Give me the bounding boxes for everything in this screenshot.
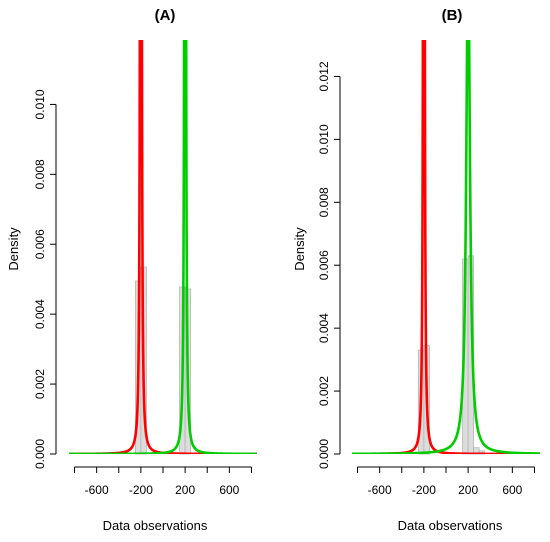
x-tick-label: 200 (175, 483, 195, 497)
y-tick-label: 0.000 (317, 439, 331, 469)
density-curve (352, 40, 540, 454)
y-tick-label: 0.012 (317, 61, 331, 91)
x-tick-label: -600 (85, 483, 109, 497)
x-tick-label: -600 (368, 483, 392, 497)
y-tick-label: 0.006 (33, 229, 47, 259)
y-tick-label: 0.004 (33, 299, 47, 329)
x-axis-label: Data observations (103, 518, 208, 533)
density-curve (69, 40, 257, 454)
panel-b: -600 -200 200 600 0.000 0.002 0.004 0.006 0.008 0… (292, 7, 540, 533)
y-tick-label: 0.010 (33, 89, 47, 119)
x-tick-label: 200 (458, 483, 478, 497)
y-tick-label: 0.006 (317, 250, 331, 280)
chart-title: (A) (155, 7, 176, 24)
chart-title: (B) (442, 7, 463, 24)
x-tick-label: -200 (129, 483, 153, 497)
y-tick-label: 0.000 (33, 439, 47, 469)
y-tick-label: 0.002 (317, 376, 331, 406)
y-axis-label: Density (6, 227, 21, 271)
panel-a: -600 -200 200 600 0.000 0.002 0.004 0.006 0.008 0… (6, 7, 257, 533)
density-curve (352, 40, 540, 454)
x-tick-label: 600 (502, 483, 522, 497)
y-tick-label: 0.002 (33, 369, 47, 399)
x-axis-label: Data observations (398, 518, 503, 533)
y-tick-label: 0.008 (33, 159, 47, 189)
y-axis-label: Density (292, 227, 307, 271)
x-tick-label: -200 (412, 483, 436, 497)
y-tick-label: 0.008 (317, 187, 331, 217)
x-tick-label: 600 (219, 483, 239, 497)
y-tick-label: 0.004 (317, 313, 331, 343)
y-tick-label: 0.010 (317, 124, 331, 154)
density-curve (69, 40, 257, 454)
